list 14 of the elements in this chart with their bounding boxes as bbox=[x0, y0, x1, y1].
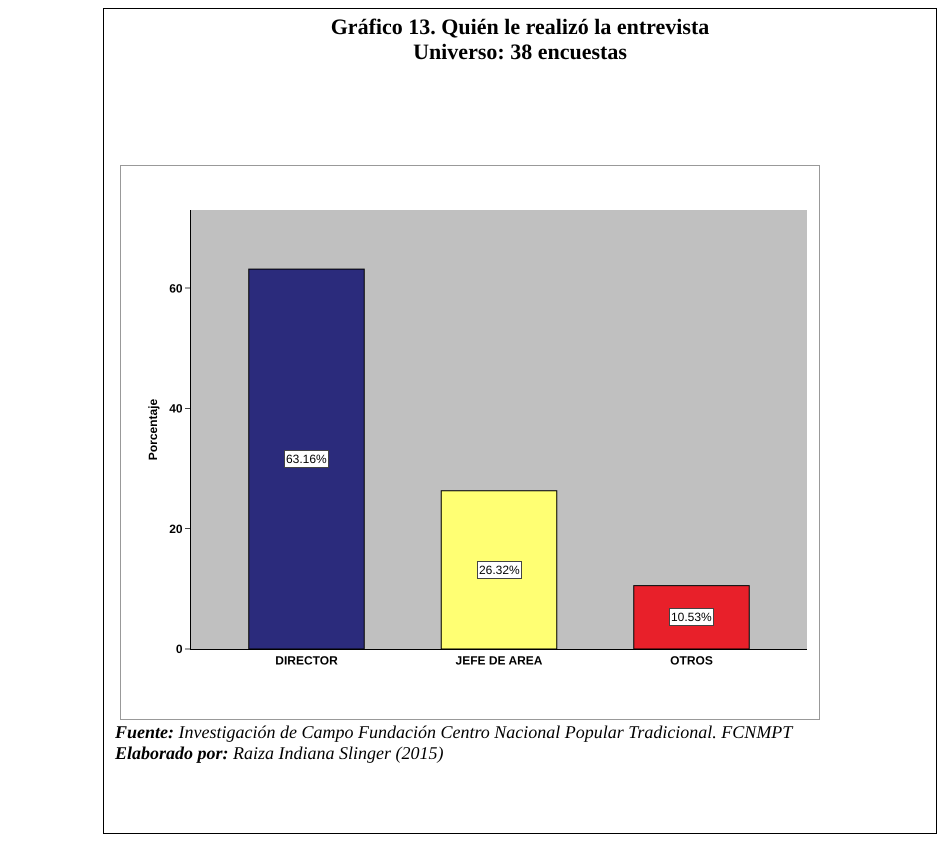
y-tick-label: 60 bbox=[169, 281, 183, 296]
data-label: 10.53% bbox=[671, 610, 712, 624]
y-tick-label: 20 bbox=[169, 522, 183, 536]
y-axis-title: Porcentaje bbox=[146, 398, 160, 460]
x-tick-label: JEFE DE AREA bbox=[456, 653, 543, 668]
source-note: Fuente: Investigación de Campo Fundación Centro Nacional Popular Tradicional. FCNMPT bbox=[115, 722, 792, 742]
x-tick-label: DIRECTOR bbox=[275, 653, 338, 668]
chart-title: Gráfico 13. Quién le realizó la entrevista Universo: 38 encuestas bbox=[330, 14, 710, 64]
data-label: 26.32% bbox=[479, 563, 520, 577]
text: Elaborado por: Raiza Indiana Slinger (2015) bbox=[115, 743, 444, 763]
y-tick-label: 40 bbox=[169, 402, 183, 416]
data-label: 63.16% bbox=[286, 452, 328, 466]
x-tick-label: OTROS bbox=[670, 653, 713, 668]
y-tick-label: 0 bbox=[176, 642, 183, 656]
